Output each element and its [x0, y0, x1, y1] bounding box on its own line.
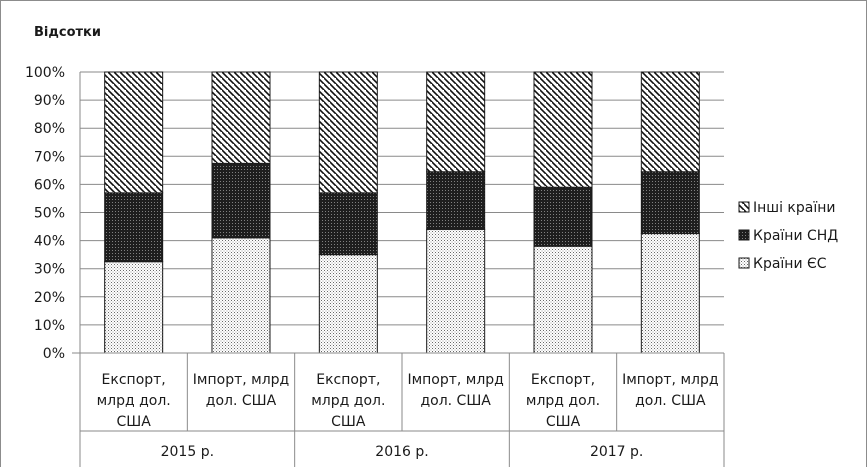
- bar-segment: [211, 71, 271, 164]
- y-tick-label: 20%: [34, 290, 65, 306]
- x-category-label: Імпорт, млрд дол. США: [407, 372, 503, 409]
- x-category-label: Експорт, млрд дол. США: [97, 372, 171, 430]
- bar-segment: [533, 186, 593, 247]
- legend-label: Інші країни: [753, 200, 836, 216]
- bar-segment: [104, 71, 164, 194]
- y-tick-label: 80%: [34, 121, 65, 137]
- axes: [72, 72, 725, 467]
- category-labels: Експорт, млрд дол. США Імпорт, млрд дол. США…: [97, 372, 719, 460]
- x-group-label: 2016 р.: [375, 444, 428, 460]
- bar-segment: [426, 228, 486, 354]
- x-group-label: 2017 р.: [590, 444, 643, 460]
- y-tick-label: 10%: [34, 318, 65, 334]
- bars: [104, 71, 700, 354]
- y-tick-label: 60%: [34, 177, 65, 193]
- y-tick-label: 100%: [25, 65, 65, 81]
- legend-label: Країни ЄС: [753, 256, 827, 272]
- bar-segment: [640, 233, 700, 354]
- bar-segment: [640, 171, 700, 235]
- x-category-label: Імпорт, млрд дол. США: [193, 372, 289, 409]
- x-group-label: 2015 р.: [161, 444, 214, 460]
- y-tick-label: 70%: [34, 149, 65, 165]
- bar-segment: [640, 71, 700, 173]
- bar-segment: [211, 162, 271, 239]
- bar-segment: [318, 254, 378, 354]
- legend-label: Країни СНД: [753, 228, 838, 244]
- bar-segment: [533, 245, 593, 354]
- legend-swatch: [738, 229, 750, 241]
- legend-swatch: [738, 201, 750, 213]
- bar-segment: [318, 192, 378, 256]
- bar-segment: [426, 171, 486, 230]
- y-tick-label: 90%: [34, 93, 65, 109]
- y-tick-label: 40%: [34, 234, 65, 250]
- bar-segment: [426, 71, 486, 173]
- y-tick-label: 0%: [43, 346, 65, 362]
- legend-swatch: [738, 257, 750, 269]
- bar-segment: [104, 192, 164, 263]
- bar-segment: [104, 261, 164, 354]
- y-tick-label: 30%: [34, 262, 65, 278]
- x-category-label: Експорт, млрд дол. США: [526, 372, 600, 430]
- legend: Інші країни Країни СНД Країни ЄС: [738, 200, 838, 272]
- y-tick-label: 50%: [34, 206, 65, 222]
- y-tick-labels: 0% 10% 20% 30% 40% 50% 60% 70% 80% 90% 100%: [25, 65, 65, 362]
- x-category-label: Імпорт, млрд дол. США: [622, 372, 718, 409]
- bar-segment: [533, 71, 593, 188]
- x-category-label: Експорт, млрд дол. США: [311, 372, 385, 430]
- bar-segment: [318, 71, 378, 194]
- y-axis-label: Відсотки: [34, 25, 101, 40]
- bar-segment: [211, 237, 271, 354]
- grid-lines: [80, 71, 724, 326]
